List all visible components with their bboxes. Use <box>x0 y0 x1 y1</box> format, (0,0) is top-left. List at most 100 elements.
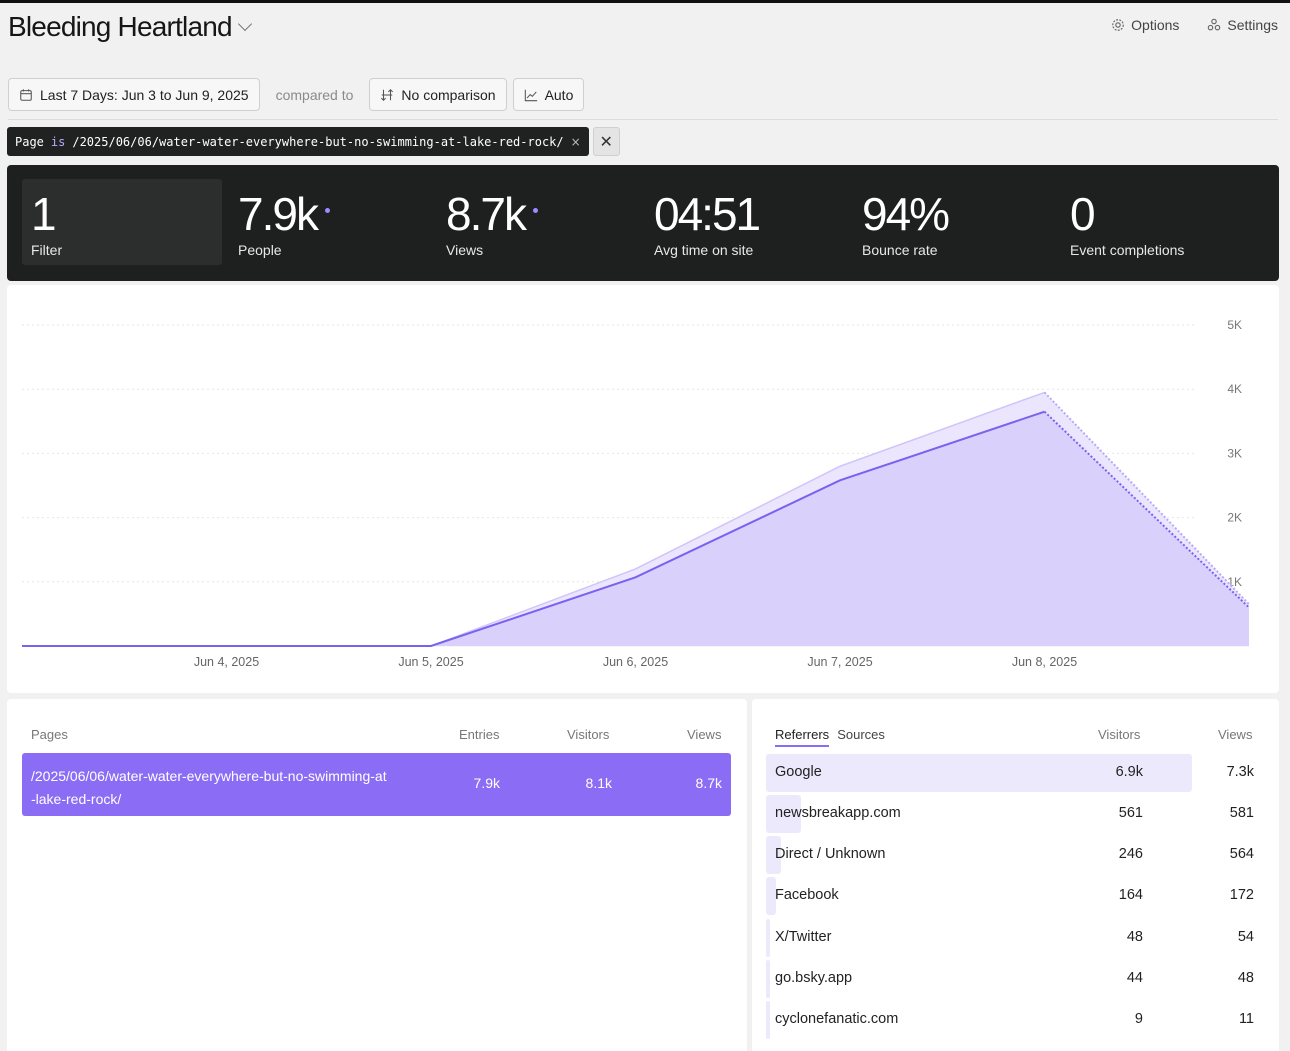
interval-label: Auto <box>544 86 574 103</box>
stat-views[interactable]: 8.7k Views <box>437 179 637 265</box>
stat-bounce-rate[interactable]: 94% Bounce rate <box>853 179 1053 265</box>
options-label: Options <box>1131 17 1180 33</box>
referrer-name: cyclonefanatic.com <box>775 1011 899 1027</box>
interval-button[interactable]: Auto <box>512 78 585 111</box>
referrer-name: Google <box>775 764 822 780</box>
list-item[interactable]: Google 6.9k 7.3k <box>766 754 1270 792</box>
visitors-cell: 44 <box>1126 970 1143 986</box>
views-cell: 11 <box>1238 1011 1254 1027</box>
filter-value: /2025/06/06/water-water-everywhere-but-n… <box>72 134 564 149</box>
visitors-header[interactable]: Visitors <box>567 727 610 742</box>
visitors-cell: 164 <box>1118 887 1143 903</box>
traffic-chart: 1K 2K 3K 4K 5K Jun 4, 2025 Jun 5, 2025 Jun 6, 2… <box>7 285 1279 693</box>
filter-chip[interactable]: Page is /2025/06/06/water-water-everywhe… <box>7 127 589 156</box>
stat-label: People <box>238 242 282 258</box>
visitors-cell: 9 <box>1134 1011 1143 1027</box>
referrer-name: go.bsky.app <box>775 970 853 986</box>
views-cell: 172 <box>1229 887 1254 903</box>
stat-label: Bounce rate <box>862 242 938 258</box>
compared-to-label: compared to <box>275 86 354 103</box>
stats-bar: 1 Filter 7.9k People 8.7k Views 04:51 Av… <box>7 165 1279 281</box>
referrer-name: newsbreakapp.com <box>775 805 901 821</box>
views-cell: 48 <box>1237 970 1254 986</box>
dot-indicator <box>324 208 330 213</box>
list-item[interactable]: X/Twitter 48 54 <box>766 919 1270 957</box>
tab-sources[interactable]: Sources <box>837 727 885 742</box>
options-button[interactable]: Options <box>1111 17 1179 33</box>
stat-label: Views <box>446 242 484 258</box>
share-bar <box>766 877 777 915</box>
page-header: Bleeding Heartland Options Settings <box>8 11 1278 51</box>
stat-value: 04:51 <box>654 188 761 240</box>
line-chart-icon <box>524 89 537 101</box>
visitors-header[interactable]: Visitors <box>1098 727 1141 742</box>
comparison-button[interactable]: No comparison <box>369 78 507 111</box>
calendar-icon <box>20 88 32 101</box>
y-tick-label: 4K <box>1227 382 1242 396</box>
referrer-name: Facebook <box>775 887 839 903</box>
list-item[interactable]: cyclonefanatic.com 9 11 <box>766 1001 1270 1039</box>
y-tick-label: 2K <box>1227 511 1242 525</box>
list-item[interactable]: go.bsky.app 44 48 <box>766 960 1270 998</box>
share-bar <box>766 836 782 874</box>
table-row[interactable]: /2025/06/06/water-water-everywhere-but-n… <box>22 753 731 816</box>
visitors-cell: 246 <box>1118 846 1143 862</box>
views-cell: 581 <box>1229 805 1254 821</box>
close-icon[interactable]: × <box>570 134 581 149</box>
series-area-people <box>22 411 1249 646</box>
views-header[interactable]: Views <box>687 727 722 742</box>
stat-event-completions[interactable]: 0 Event completions <box>1061 179 1261 265</box>
comparison-label: No comparison <box>401 86 496 103</box>
site-selector[interactable]: Bleeding Heartland <box>8 11 252 43</box>
list-item[interactable]: Direct / Unknown 246 564 <box>766 836 1270 874</box>
stat-value: 0 <box>1070 188 1096 240</box>
dot-indicator <box>532 208 538 213</box>
views-cell: 7.3k <box>1226 764 1254 780</box>
toolbar: Last 7 Days: Jun 3 to Jun 9, 2025 compar… <box>8 78 585 111</box>
x-tick-label: Jun 8, 2025 <box>1012 655 1077 669</box>
gear-icon <box>1112 19 1124 31</box>
stat-label: Filter <box>31 242 63 258</box>
share-bar <box>766 1001 770 1039</box>
settings-icon <box>1208 18 1221 31</box>
list-item[interactable]: Facebook 164 172 <box>766 877 1270 915</box>
share-bar <box>766 919 770 957</box>
site-title: Bleeding Heartland <box>8 11 233 42</box>
x-tick-label: Jun 4, 2025 <box>194 655 259 669</box>
date-range-button[interactable]: Last 7 Days: Jun 3 to Jun 9, 2025 <box>8 78 260 111</box>
pages-panel: Pages Entries Visitors Views /2025/06/06… <box>7 699 747 1051</box>
stat-avg-time[interactable]: 04:51 Avg time on site <box>645 179 845 265</box>
stat-value: 8.7k <box>446 188 527 240</box>
tab-referrers[interactable]: Referrers <box>775 727 830 747</box>
views-cell: 8.7k <box>695 775 722 791</box>
referrer-name: X/Twitter <box>775 929 832 945</box>
y-tick-label: 5K <box>1227 318 1242 332</box>
toolbar-divider <box>8 119 1278 120</box>
clear-filters-button[interactable]: ✕ <box>592 127 620 156</box>
stat-value: 1 <box>31 188 57 240</box>
x-tick-label: Jun 7, 2025 <box>807 655 872 669</box>
stat-people[interactable]: 7.9k People <box>229 179 429 265</box>
page-path: /2025/06/06/water-water-everywhere-but-n… <box>31 768 387 807</box>
series-line-people <box>22 410 1045 647</box>
share-bar <box>766 754 1192 792</box>
views-header[interactable]: Views <box>1218 727 1253 742</box>
filter-bar: Page is /2025/06/06/water-water-everywhe… <box>7 127 620 156</box>
entries-cell: 7.9k <box>473 775 500 791</box>
date-range-label: Last 7 Days: Jun 3 to Jun 9, 2025 <box>40 86 249 103</box>
entries-header[interactable]: Entries <box>459 727 500 742</box>
referrers-panel: Referrers Sources Visitors Views Google 6… <box>752 699 1279 1051</box>
settings-button[interactable]: Settings <box>1207 17 1278 33</box>
views-cell: 54 <box>1237 929 1254 945</box>
filter-operator: is <box>50 134 66 149</box>
visitors-cell: 8.1k <box>585 775 612 791</box>
list-item[interactable]: newsbreakapp.com 561 581 <box>766 795 1270 833</box>
stat-value: 7.9k <box>238 188 319 240</box>
referrer-name: Direct / Unknown <box>775 846 886 862</box>
share-bar <box>766 795 801 833</box>
stat-filter[interactable]: 1 Filter <box>22 179 222 265</box>
settings-label: Settings <box>1227 17 1278 33</box>
visitors-cell: 561 <box>1118 805 1143 821</box>
stat-label: Avg time on site <box>654 242 754 258</box>
